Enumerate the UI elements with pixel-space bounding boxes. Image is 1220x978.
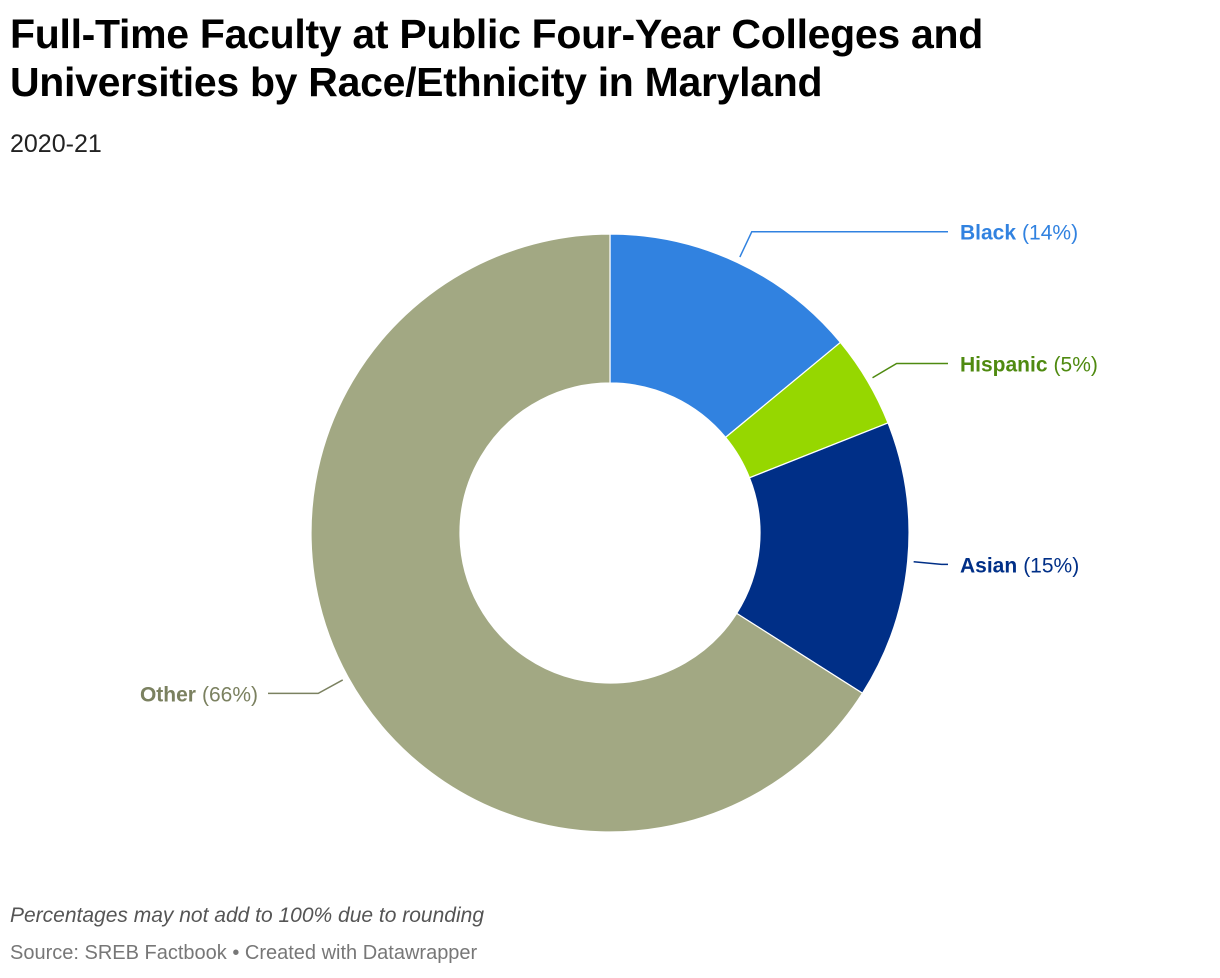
- chart-source: Source: SREB Factbook • Created with Dat…: [10, 942, 478, 964]
- leader-line-asian: [913, 560, 948, 566]
- slice-label-name: Other: [140, 683, 196, 706]
- slice-other: [310, 233, 864, 833]
- slice-label-percent: (14%): [1022, 222, 1078, 245]
- slice-label-percent: (5%): [1054, 353, 1098, 376]
- labels-layer: Black (14%) Hispanic (5%) Asian (15%) Other (66…: [140, 222, 1098, 707]
- slice-label-percent: (15%): [1023, 554, 1079, 577]
- slice-label-percent: (66%): [202, 683, 258, 706]
- slice-label-name: Hispanic: [960, 353, 1048, 376]
- slice-label-other: Other (66%): [140, 683, 258, 706]
- leader-line-hispanic: [872, 362, 948, 379]
- slice-label-name: Black: [960, 222, 1016, 245]
- chart-note: Percentages may not add to 100% due to r…: [10, 904, 484, 927]
- leader-line-black: [739, 230, 948, 258]
- chart-subtitle: 2020-21: [10, 130, 102, 158]
- slice-black: [609, 233, 842, 439]
- slice-label-hispanic: Hispanic (5%): [960, 353, 1098, 376]
- slice-label-name: Asian: [960, 554, 1017, 577]
- leader-line-other: [268, 679, 344, 695]
- chart-title: Full-Time Faculty at Public Four-Year Co…: [10, 11, 984, 105]
- slices-layer: [310, 233, 910, 833]
- slice-label-black: Black (14%): [960, 222, 1078, 245]
- slice-asian: [735, 422, 910, 695]
- slice-label-asian: Asian (15%): [960, 554, 1079, 577]
